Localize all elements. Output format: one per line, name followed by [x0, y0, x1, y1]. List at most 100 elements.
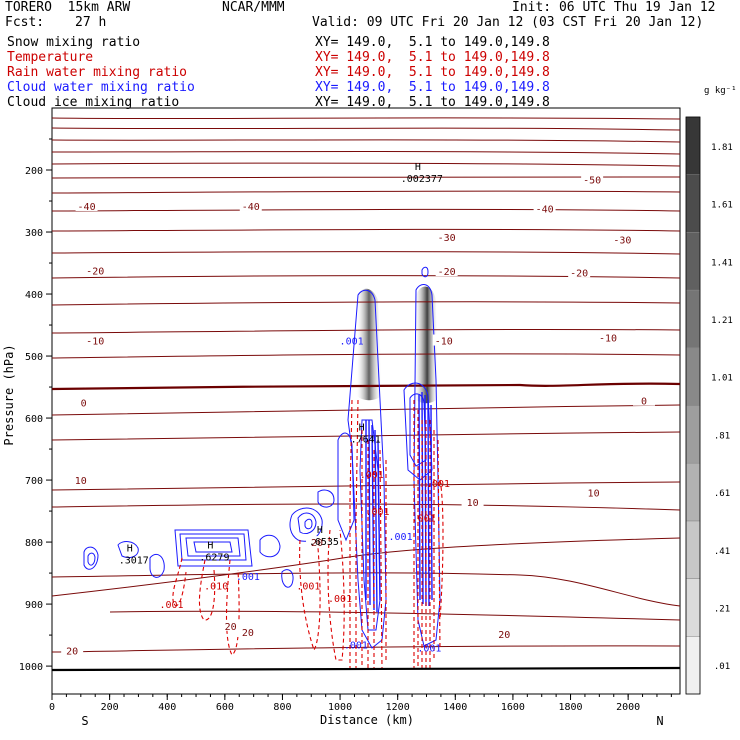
contour-label: .001: [236, 572, 260, 583]
contour-labels: .001 .001 .001 .001 .001 .001 .001 .001 .001 .001…: [160, 337, 451, 655]
temperature-label-bg: [84, 334, 107, 346]
maximum-value: .3017: [119, 555, 149, 566]
snow-plume-east: [414, 286, 438, 404]
temperature-label-bg: [432, 334, 455, 346]
isotherm: [52, 353, 680, 359]
isotherm: [52, 404, 680, 416]
field-name-temperature: Temperature: [7, 50, 94, 65]
surface-line: [52, 666, 680, 672]
maximum-marker: H: [127, 543, 133, 554]
y-tick-label: 500: [25, 352, 43, 363]
field-name-cloud-water: Cloud water mixing ratio: [7, 80, 195, 95]
x-tick-label: 2000: [616, 702, 640, 713]
colorbar-label: .01: [714, 662, 730, 672]
x-tick-label: 1200: [386, 702, 410, 713]
temperature-label-bg: [493, 627, 516, 639]
x-tick-label: 1600: [501, 702, 525, 713]
maximum-value: .7641: [351, 434, 381, 445]
maximum-marker: H: [415, 162, 421, 173]
temperature-label-bg: [306, 536, 329, 548]
x-axis-label: Distance (km): [320, 713, 414, 727]
colorbar-label: 1.41: [711, 258, 733, 268]
isotherm: [52, 503, 680, 511]
temperature-label: -20: [570, 268, 588, 279]
isotherm: [52, 431, 680, 441]
temperature-label-bg: [219, 619, 242, 631]
temperature-label: -10: [599, 333, 617, 344]
temperature-label: -10: [86, 337, 104, 348]
field-xsec-snow: XY= 149.0, 5.1 to 149.0,149.8: [315, 35, 550, 50]
freezing-isotherm: [52, 382, 680, 391]
temperature-label-bg: [632, 394, 655, 406]
y-axis-label: Pressure (hPa): [2, 344, 16, 445]
isotherm: [52, 117, 680, 120]
y-tick-label: 800: [25, 538, 43, 549]
temperature-label-bg: [61, 644, 84, 656]
temperature-label-bg: [236, 625, 259, 637]
y-tick-label: 700: [25, 476, 43, 487]
isotherm: [109, 610, 680, 621]
model-title: TORERO 15km ARW: [5, 0, 131, 15]
contour-label: .001: [365, 507, 389, 518]
colorbar: .01 .21 .41 .61 .81 1.01 1.21 1.41 1.61 1.81: [685, 116, 733, 695]
isotherm: [52, 228, 680, 232]
forecast-label: Fcst:: [5, 15, 45, 30]
field-name-snow: Snow mixing ratio: [7, 35, 141, 50]
isotherm: [52, 139, 680, 143]
y-tick-label: 600: [25, 414, 43, 425]
cloud-water-core-lines: [365, 391, 433, 613]
rain-water-contours: [172, 399, 444, 669]
colorbar-swatch: [685, 578, 701, 637]
maximum-value: .6279: [199, 552, 229, 563]
temperature-label-bg: [435, 230, 458, 242]
org-label: NCAR/MMM: [222, 0, 285, 15]
contour-label: .001: [412, 513, 436, 524]
maximum-marker: H: [207, 540, 213, 551]
colorbar-label: .41: [714, 547, 730, 557]
temperature-label: 0: [81, 399, 87, 410]
maximum-marker: H: [359, 422, 365, 433]
colorbar-label: .21: [714, 604, 730, 614]
y-tick-label: 900: [25, 600, 43, 611]
isotherm: [52, 251, 680, 255]
temperature-label: 10: [75, 476, 87, 487]
y-tick-label: 1000: [19, 662, 43, 673]
temperature-isotherms: [52, 117, 680, 653]
temperature-label-bg: [239, 199, 262, 211]
maximum-marker: H: [317, 525, 323, 536]
x-tick-label: 800: [273, 702, 291, 713]
temperature-label: 10: [467, 498, 479, 509]
temperature-label: -20: [86, 266, 104, 277]
temperature-label: 20: [311, 538, 323, 549]
temperature-label-bg: [72, 396, 95, 408]
temperature-label-bg: [435, 265, 458, 277]
field-xsec-cloud-ice: XY= 149.0, 5.1 to 149.0,149.8: [315, 95, 550, 110]
temperature-label: -30: [438, 233, 456, 244]
valid-time: Valid: 09 UTC Fri 20 Jan 12 (03 CST Fri …: [312, 15, 704, 30]
temperature-label: -40: [536, 204, 554, 215]
isotherm: [52, 328, 680, 334]
x-tick-label: 1400: [443, 702, 467, 713]
x-tick-label: 400: [158, 702, 176, 713]
isotherm: [52, 190, 680, 194]
temperature-label: -40: [242, 202, 260, 213]
colorbar-label: 1.21: [711, 316, 733, 326]
y-tick-label: 400: [25, 290, 43, 301]
temperature-label-bg: [581, 173, 604, 185]
isotherm: [52, 151, 680, 155]
colorbar-swatch: [685, 232, 701, 291]
colorbar-label: 1.61: [711, 201, 733, 211]
temperature-label: -50: [583, 175, 601, 186]
isotherm: [52, 208, 680, 212]
contour-label: .001: [417, 643, 441, 654]
colorbar-swatch: [685, 636, 701, 695]
init-time: Init: 06 UTC Thu 19 Jan 12: [512, 0, 716, 15]
temperature-label: 20: [225, 622, 237, 633]
temperature-label-bg: [568, 266, 591, 278]
colorbar-swatch: [685, 405, 701, 464]
temperature-label: 20: [242, 628, 254, 639]
contour-label: .001: [296, 581, 320, 592]
contour-label: .001: [328, 594, 352, 605]
